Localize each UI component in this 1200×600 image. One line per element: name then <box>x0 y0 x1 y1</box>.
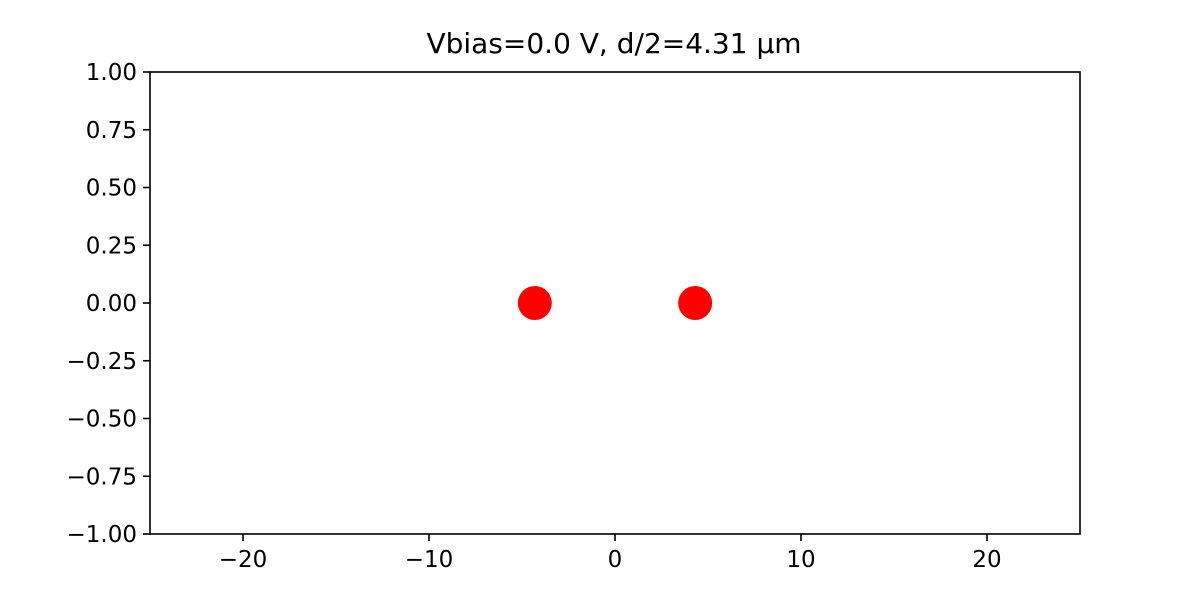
scatter-points <box>517 286 713 320</box>
y-tick-label: 0.25 <box>86 233 137 259</box>
plot-area-frame <box>149 71 1081 535</box>
y-tick-label: 0.50 <box>86 176 137 202</box>
y-tick-label: 0.00 <box>86 291 137 317</box>
x-tick-label: −20 <box>219 547 268 573</box>
x-tick-label: 0 <box>608 547 623 573</box>
x-axis: −20 −10 0 10 20 <box>219 534 1002 573</box>
y-tick-label: −0.25 <box>67 349 137 375</box>
y-tick-label: 0.75 <box>86 118 137 144</box>
y-tick-label: −0.75 <box>67 464 137 490</box>
x-tick-label: 10 <box>786 547 815 573</box>
y-tick-label: 1.00 <box>86 60 137 86</box>
x-tick-label: 20 <box>972 547 1001 573</box>
scatter-point <box>678 286 713 320</box>
y-axis: 1.00 0.75 0.50 0.25 0.00 −0.25 −0.50 −0.75 −1.00 <box>67 60 150 548</box>
scatter-point <box>517 286 552 320</box>
y-tick-label: −0.50 <box>67 407 137 433</box>
y-tick-label: −1.00 <box>67 522 137 548</box>
x-tick-label: −10 <box>405 547 454 573</box>
chart-title: Vbias=0.0 V, d/2=4.31 µm <box>426 27 801 60</box>
